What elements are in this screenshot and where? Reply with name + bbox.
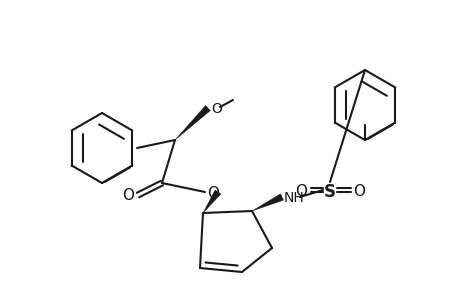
Text: O: O	[352, 184, 364, 199]
Polygon shape	[174, 106, 210, 140]
Text: O: O	[294, 184, 306, 199]
Text: O: O	[122, 188, 134, 203]
Text: NH: NH	[283, 191, 304, 205]
Text: O: O	[207, 185, 218, 200]
Text: S: S	[323, 183, 335, 201]
Text: O: O	[211, 102, 221, 116]
Polygon shape	[202, 190, 220, 213]
Polygon shape	[252, 194, 283, 211]
